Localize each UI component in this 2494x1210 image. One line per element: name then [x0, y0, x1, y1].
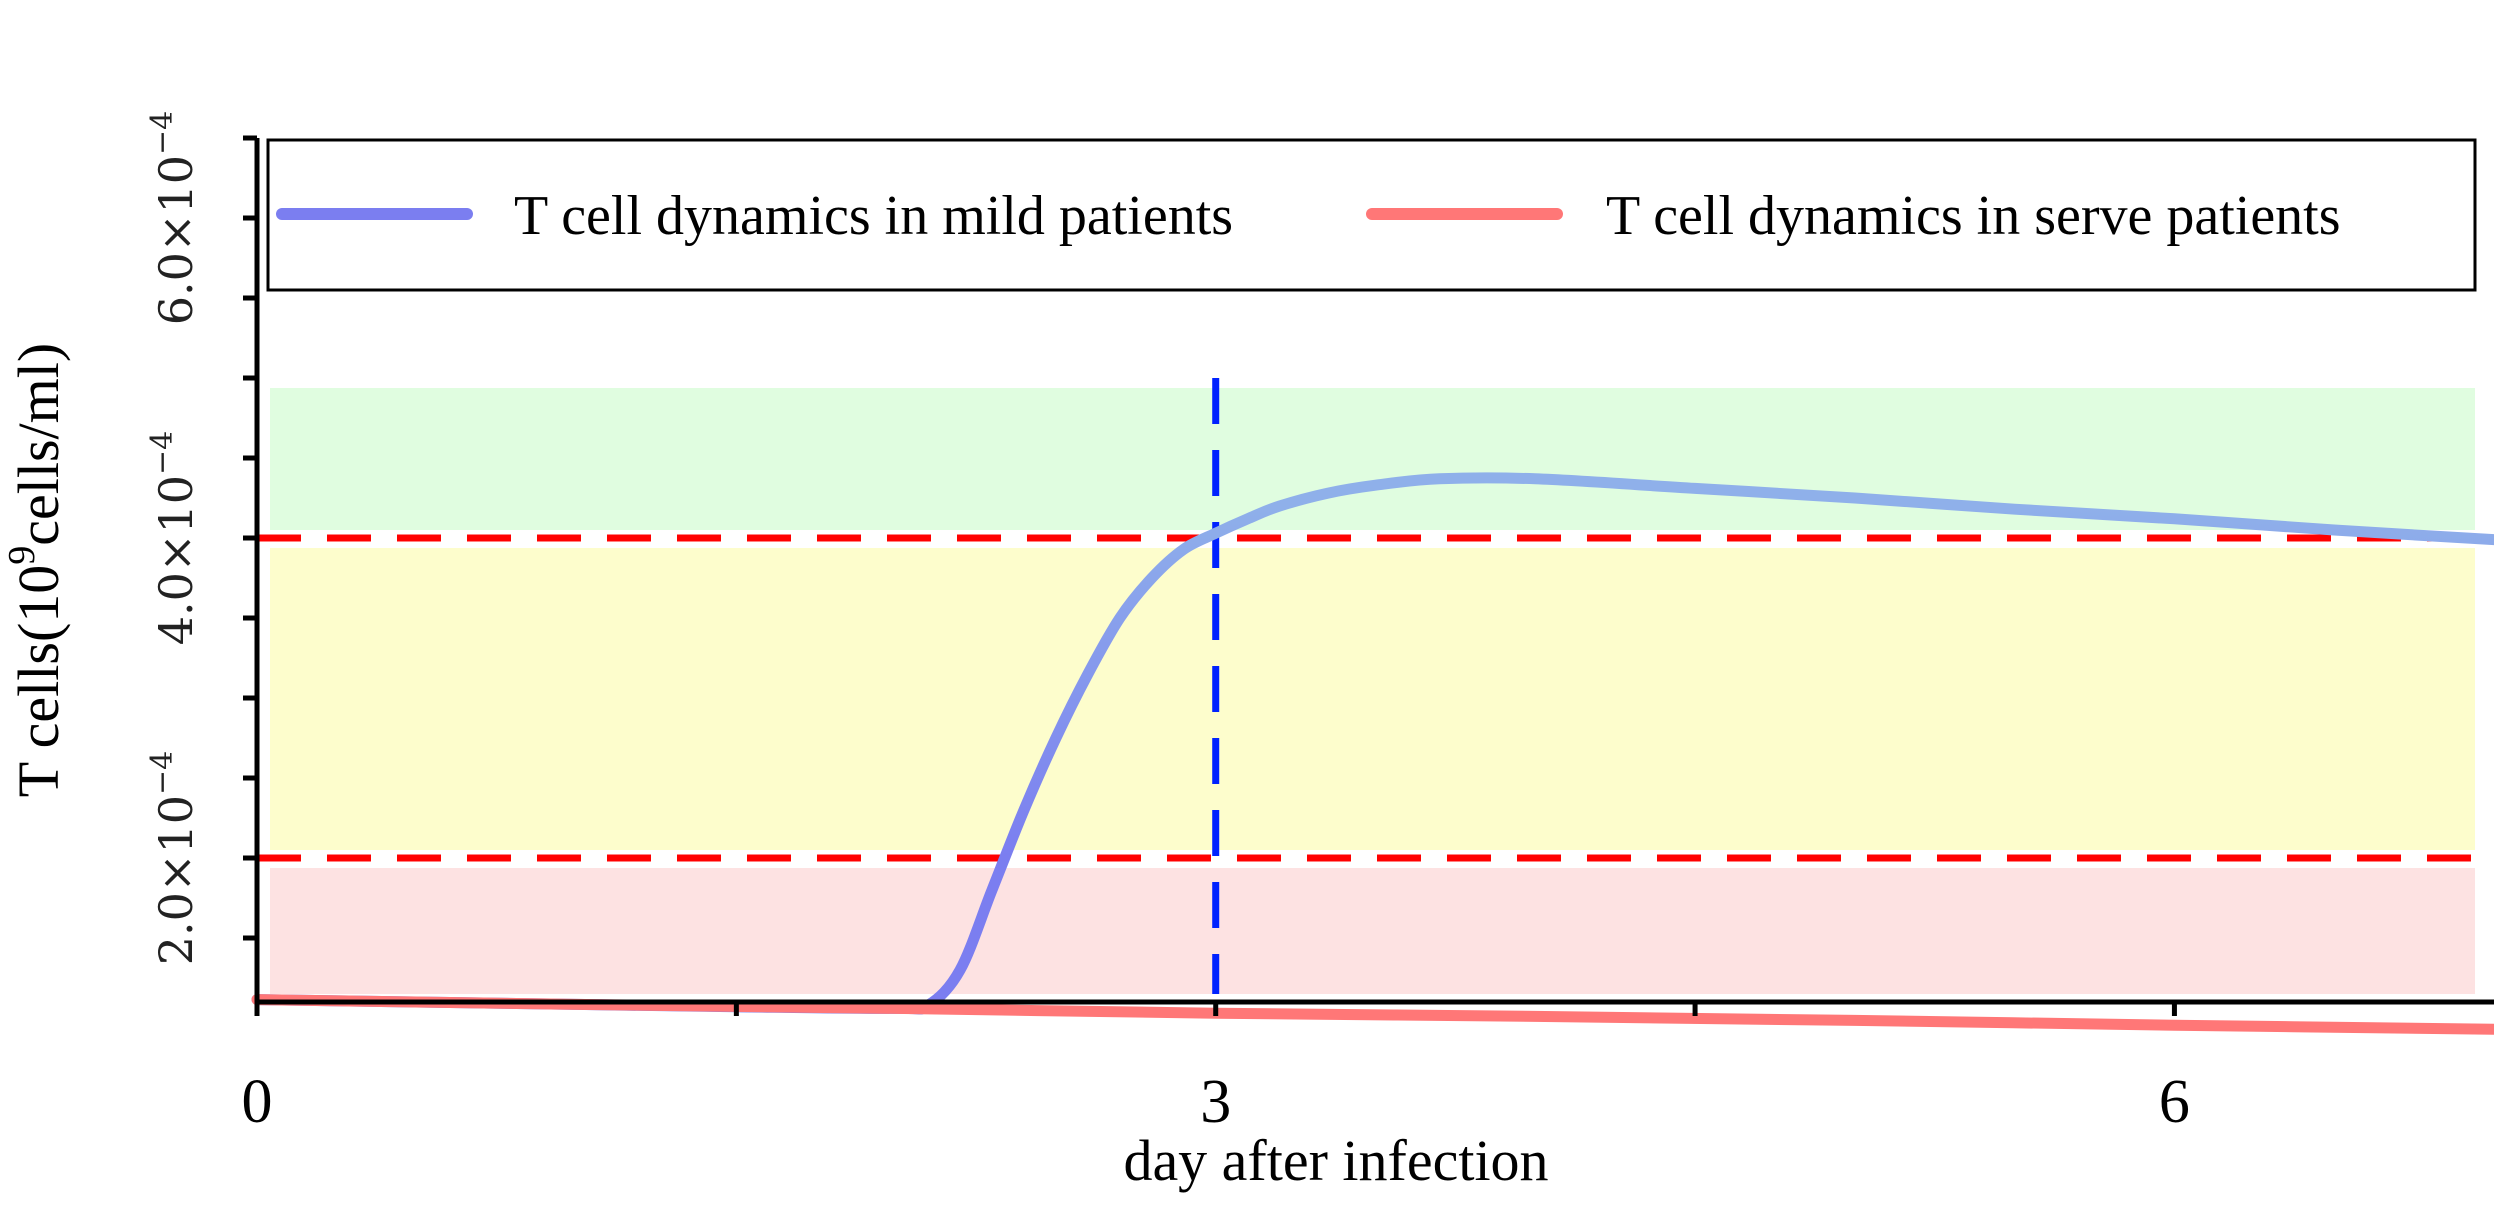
- healthy-zone: [270, 388, 2475, 530]
- legend: T cell dynamics in mild patients T cell d…: [266, 138, 2477, 292]
- axes: 0 3 62.0×10−44.0×10−46.0×10−4: [145, 111, 2494, 1136]
- threshold-lines: [257, 378, 2494, 994]
- y-axis-label-sup: 9: [1, 546, 43, 565]
- legend-label-1: T cell dynamics in serve patients: [1606, 185, 2341, 247]
- y-axis-label-main: T cells(10: [6, 565, 71, 797]
- y-tick-label-base: 4.0×10: [149, 475, 203, 645]
- x-tick-label-0: 0: [242, 1068, 273, 1136]
- y-tick-label-base: 6.0×10: [149, 155, 203, 325]
- y-tick-label-exp: −4: [145, 111, 180, 155]
- y-tick-label-1: 4.0×10−4: [145, 431, 203, 645]
- y-axis-label: T cells(109cells/ml): [1, 343, 71, 797]
- y-tick-label-0: 2.0×10−4: [145, 751, 203, 965]
- moderate-zone: [270, 548, 2475, 850]
- x-tick-label-2: 6: [2159, 1068, 2190, 1136]
- x-axis-label: day after infection: [1123, 1128, 1548, 1193]
- y-tick-label-2: 6.0×10−4: [145, 111, 203, 325]
- background-bands: [270, 388, 2475, 994]
- y-tick-label-base: 2.0×10: [149, 795, 203, 965]
- y-tick-label-exp: −4: [145, 431, 180, 475]
- series-line-severe: [251, 994, 2494, 1035]
- severe-zone: [270, 868, 2475, 994]
- legend-label-0: T cell dynamics in mild patients: [514, 185, 1233, 247]
- series-lines: [251, 472, 2494, 1035]
- y-axis-label-tail: cells/ml): [6, 343, 71, 546]
- y-tick-label-exp: −4: [145, 751, 180, 795]
- x-tick-label-1: 3: [1200, 1068, 1231, 1136]
